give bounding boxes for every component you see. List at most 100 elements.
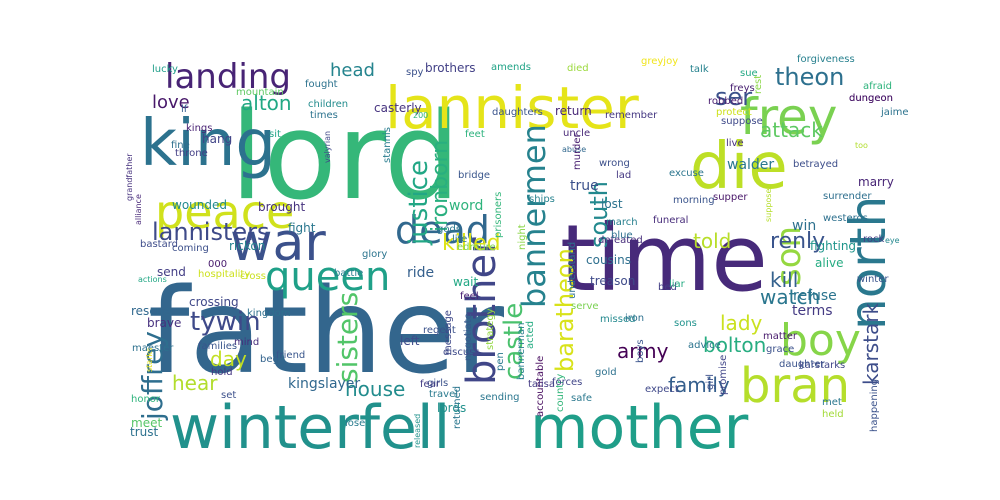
word-lord: lord xyxy=(230,88,460,227)
word-set: set xyxy=(221,390,236,401)
word-amends: amends xyxy=(491,62,531,73)
word-frey: frey xyxy=(740,88,837,146)
word-tywin: tywin xyxy=(190,307,261,337)
word-father: father xyxy=(148,262,505,400)
word-war: war xyxy=(230,213,326,273)
word-bastard: bastard xyxy=(140,239,178,250)
word-treason: treason xyxy=(590,274,635,288)
word-castle: castle xyxy=(499,303,529,380)
word-discuss: discuss xyxy=(443,347,480,358)
word-true: true xyxy=(570,178,599,194)
word-excuse: excuse xyxy=(669,168,704,179)
word-missed: missed xyxy=(600,314,635,325)
word-alive: alive xyxy=(815,256,844,270)
word-terms: terms xyxy=(792,303,833,319)
word-dead: dead xyxy=(395,208,490,252)
word-stannis: stannis xyxy=(382,127,393,163)
word-boys: boys xyxy=(635,339,646,363)
word-bannermen: bannermen xyxy=(515,124,553,308)
word-held: held xyxy=(822,409,844,420)
word-greyjoy: greyjoy xyxy=(641,56,678,67)
word-serve: serve xyxy=(571,301,599,312)
word-brother: brother xyxy=(459,237,505,385)
word-return: return xyxy=(555,104,592,118)
word-queen: queen xyxy=(265,254,390,300)
word-hospitality: hospitality xyxy=(198,269,250,280)
word-win: win xyxy=(792,218,816,234)
word-renly: renly xyxy=(770,229,825,254)
word-family: family xyxy=(668,373,730,397)
word-battle: battle xyxy=(334,268,363,279)
word-hang: hang xyxy=(202,132,232,146)
word-bannerman: bannerman xyxy=(516,323,527,380)
word-ironborn: ironborn xyxy=(428,140,453,232)
word-wait: wait xyxy=(453,275,479,289)
word-spy: spy xyxy=(406,67,424,78)
word-supper: supper xyxy=(713,192,748,203)
word-brave: brave xyxy=(147,316,181,330)
word-country: country xyxy=(555,374,566,412)
word-eye: eye xyxy=(885,236,900,245)
word-000: 000 xyxy=(208,259,227,270)
word-understand: understand xyxy=(567,242,578,299)
word-valyrian: valyrian xyxy=(323,131,332,163)
word-jaime: jaime xyxy=(880,107,909,118)
word-south: south xyxy=(585,181,613,248)
word-girls: girls xyxy=(427,378,448,389)
word-meet: meet xyxy=(131,416,162,430)
word-remember: remember xyxy=(605,110,658,121)
word-wounded: wounded xyxy=(172,198,227,212)
word-die: die xyxy=(690,130,788,204)
word-ride: ride xyxy=(407,265,434,281)
word-message: message xyxy=(443,310,454,355)
word-defeated: defeated xyxy=(598,235,643,246)
word-sons: sons xyxy=(674,318,697,329)
word-left: left xyxy=(400,334,420,348)
word-families: families xyxy=(198,341,237,352)
word-baratheon: baratheon xyxy=(551,248,579,372)
word-peace: peace xyxy=(155,185,294,239)
word-uncle: uncle xyxy=(563,128,590,139)
word-casterly: casterly xyxy=(374,101,422,115)
word-crossing: crossing xyxy=(189,295,239,309)
word-trust: trust xyxy=(130,425,158,439)
word-blue: blue xyxy=(611,230,633,241)
word-lannister: lannister xyxy=(385,74,639,142)
word-live: live xyxy=(726,138,744,149)
word-feet: feet xyxy=(465,129,485,140)
word-kingdom: kingdom xyxy=(247,308,290,319)
word-killed: killed xyxy=(442,231,501,256)
word-coming: coming xyxy=(172,243,209,254)
word-times: times xyxy=(310,110,338,121)
word-beg: beg xyxy=(260,354,279,365)
word-landing: landing xyxy=(165,57,291,97)
word-rock: rock xyxy=(863,234,885,245)
word-love: love xyxy=(152,92,190,113)
word-life: life xyxy=(452,234,467,245)
word-alliance: alliance xyxy=(134,194,143,225)
word-mountain: mountain xyxy=(236,87,284,98)
word-advice: advice xyxy=(688,340,721,351)
word-day: day xyxy=(210,347,247,371)
word-safe: safe xyxy=(571,393,592,404)
word-forces: forces xyxy=(552,377,582,388)
word-too: too xyxy=(855,141,868,150)
word-released: released xyxy=(413,414,422,448)
word-gold: gold xyxy=(595,367,617,378)
word-sisters: sisters xyxy=(331,292,364,383)
word-brought: brought xyxy=(258,200,305,214)
word-negotiate: negotiate xyxy=(463,313,474,361)
word-happening: happening xyxy=(869,379,880,432)
word-fine: fine xyxy=(171,140,190,151)
word-liar: liar xyxy=(669,279,686,290)
word-expect: expect xyxy=(645,384,679,395)
word-king: king xyxy=(140,107,276,181)
word-westeros: westeros xyxy=(823,213,868,224)
word-protect: protect xyxy=(716,107,752,118)
word-robbed: robbed xyxy=(708,96,743,107)
word-north: north xyxy=(839,196,897,330)
word-lady: lady xyxy=(720,311,763,335)
word-lost: lost xyxy=(601,197,623,211)
word-freys: freys xyxy=(730,83,755,94)
word-bed: bed xyxy=(658,282,677,293)
